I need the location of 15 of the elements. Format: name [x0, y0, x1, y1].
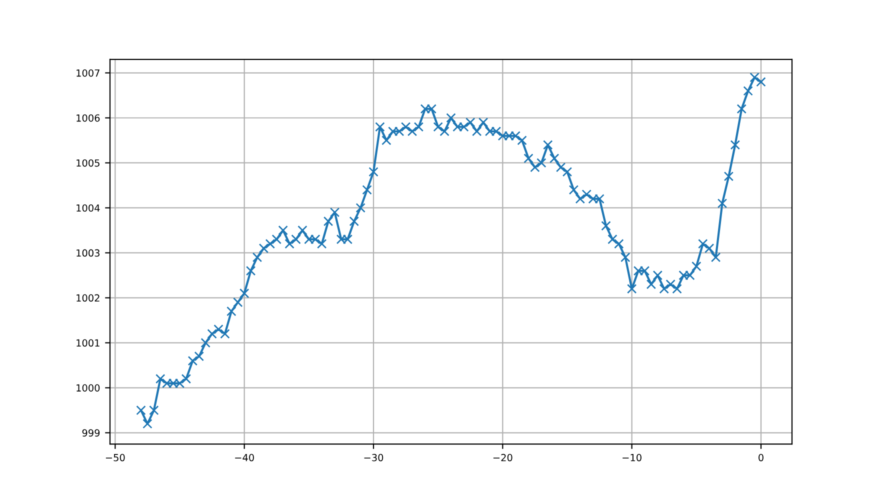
x-tick-label: −30	[364, 454, 384, 462]
y-tick-label: 1002	[76, 294, 100, 302]
x-tick-label: −10	[622, 454, 642, 462]
y-tick-label: 1003	[76, 249, 100, 257]
y-tick-label: 1006	[76, 114, 100, 122]
x-tick-label: −20	[493, 454, 512, 462]
y-tick-label: 1000	[76, 384, 100, 392]
x-tick-label: −40	[235, 454, 254, 462]
y-tick-label: 1007	[76, 69, 100, 77]
y-tick-label: 1004	[76, 204, 100, 212]
x-tick-label: 0	[758, 454, 764, 462]
x-tick-label: −50	[106, 454, 125, 462]
y-tick-label: 1005	[76, 159, 100, 167]
y-tick-label: 1001	[76, 339, 100, 347]
y-tick-label: 999	[82, 429, 100, 437]
